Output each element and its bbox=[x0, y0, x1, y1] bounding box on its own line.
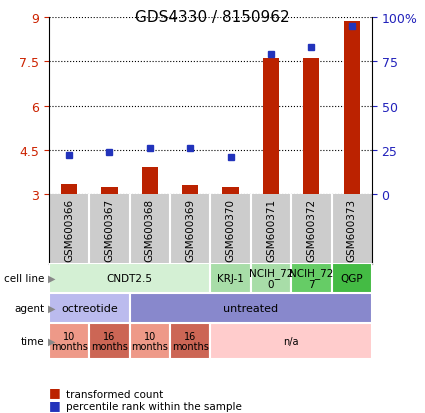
Text: 10
months: 10 months bbox=[51, 331, 88, 351]
Bar bbox=[101, 187, 117, 195]
Text: time: time bbox=[21, 336, 45, 346]
Bar bbox=[49, 263, 210, 293]
Text: GSM600373: GSM600373 bbox=[347, 198, 357, 261]
Bar bbox=[251, 263, 291, 293]
Bar bbox=[89, 323, 130, 359]
Bar bbox=[222, 187, 238, 195]
Bar bbox=[170, 323, 210, 359]
Bar bbox=[210, 323, 372, 359]
Text: GSM600369: GSM600369 bbox=[185, 198, 195, 261]
Bar bbox=[343, 22, 360, 195]
Text: untreated: untreated bbox=[223, 303, 278, 313]
Text: GSM600367: GSM600367 bbox=[105, 198, 114, 261]
Bar bbox=[49, 293, 130, 323]
Bar bbox=[130, 323, 170, 359]
Text: agent: agent bbox=[14, 303, 45, 313]
Bar bbox=[210, 263, 251, 293]
Text: NCIH_72
0: NCIH_72 0 bbox=[249, 268, 293, 289]
Text: GSM600370: GSM600370 bbox=[226, 198, 235, 261]
Bar bbox=[130, 293, 372, 323]
Bar bbox=[332, 263, 372, 293]
Text: ■: ■ bbox=[49, 398, 61, 411]
Text: ▶: ▶ bbox=[48, 336, 56, 346]
Text: KRJ-1: KRJ-1 bbox=[217, 273, 244, 283]
Text: GSM600366: GSM600366 bbox=[64, 198, 74, 261]
Bar bbox=[303, 59, 320, 195]
Text: cell line: cell line bbox=[4, 273, 45, 283]
Text: CNDT2.5: CNDT2.5 bbox=[107, 273, 153, 283]
Text: GDS4330 / 8150962: GDS4330 / 8150962 bbox=[135, 10, 290, 25]
Bar bbox=[49, 323, 89, 359]
Text: ▶: ▶ bbox=[48, 273, 56, 283]
Text: octreotide: octreotide bbox=[61, 303, 118, 313]
Text: NCIH_72
7: NCIH_72 7 bbox=[289, 268, 334, 289]
Text: 16
months: 16 months bbox=[172, 331, 209, 351]
Bar bbox=[263, 59, 279, 195]
Bar bbox=[142, 168, 158, 195]
Text: GSM600368: GSM600368 bbox=[145, 198, 155, 261]
Text: ▶: ▶ bbox=[48, 303, 56, 313]
Bar bbox=[182, 186, 198, 195]
Text: 10
months: 10 months bbox=[131, 331, 168, 351]
Text: 16
months: 16 months bbox=[91, 331, 128, 351]
Bar bbox=[291, 263, 332, 293]
Text: GSM600371: GSM600371 bbox=[266, 198, 276, 261]
Text: QGP: QGP bbox=[340, 273, 363, 283]
Text: transformed count: transformed count bbox=[66, 389, 163, 399]
Text: n/a: n/a bbox=[283, 336, 299, 346]
Text: ■: ■ bbox=[49, 386, 61, 399]
Text: percentile rank within the sample: percentile rank within the sample bbox=[66, 401, 242, 411]
Text: GSM600372: GSM600372 bbox=[306, 198, 316, 261]
Bar bbox=[61, 184, 77, 195]
